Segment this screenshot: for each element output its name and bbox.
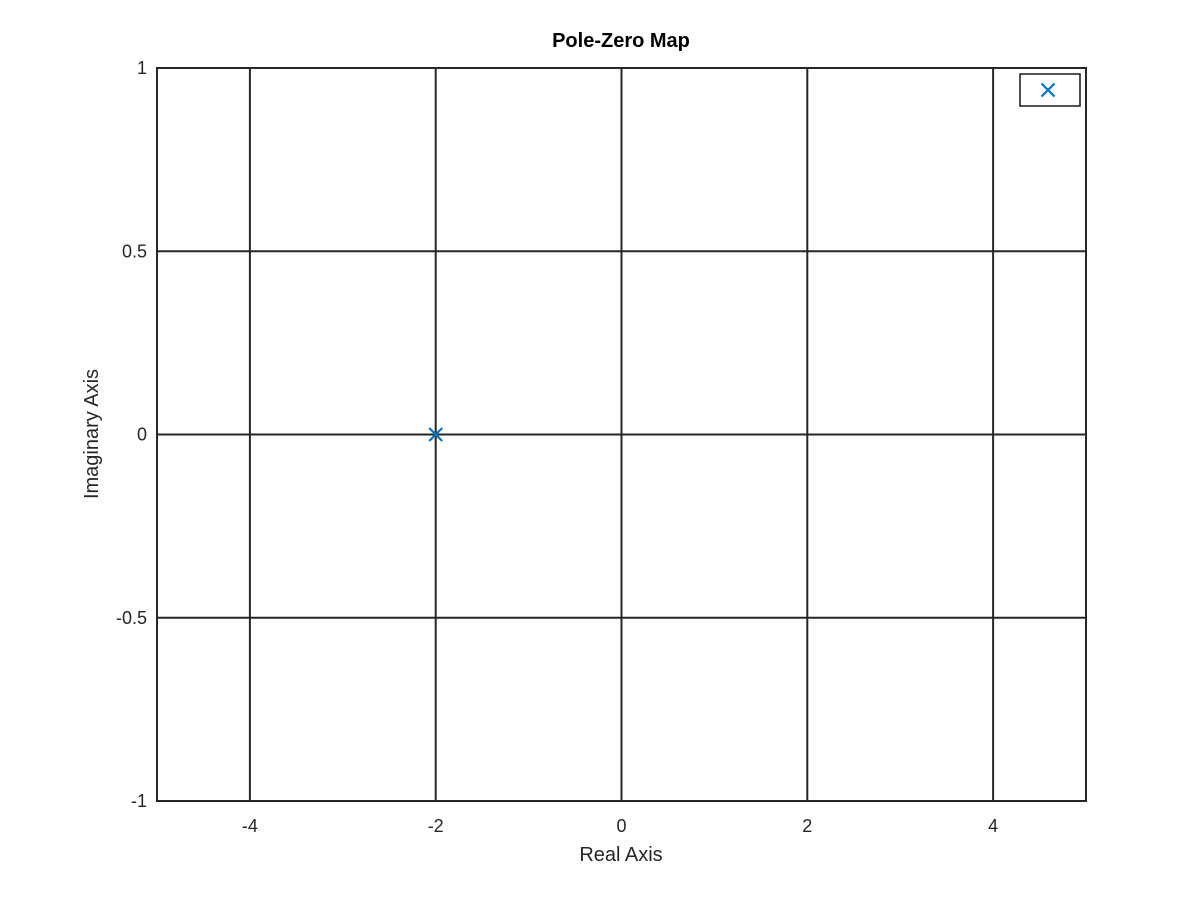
y-tick-label: 1 <box>137 58 147 78</box>
y-axis-label: Imaginary Axis <box>81 369 103 499</box>
y-tick-label: 0 <box>137 425 147 445</box>
data-points <box>428 427 443 442</box>
y-tick-label: -0.5 <box>116 608 147 628</box>
x-tick-label: 4 <box>988 816 998 836</box>
legend-box <box>1019 73 1081 107</box>
x-tick-label: 0 <box>616 816 626 836</box>
pole-marker <box>428 427 443 442</box>
x-tick-label: -2 <box>428 816 444 836</box>
x-tick-label: -4 <box>242 816 258 836</box>
legend-marker <box>1040 82 1056 98</box>
tick-labels: -4 -2 0 2 4 -1 -0.5 0 0.5 1 <box>116 58 998 836</box>
x-tick-label: 2 <box>802 816 812 836</box>
axes-box <box>156 67 1087 802</box>
y-tick-label: 0.5 <box>122 241 147 261</box>
y-tick-label: -1 <box>131 791 147 811</box>
x-axis-label: Real Axis <box>579 844 662 866</box>
chart-title: Pole-Zero Map <box>552 30 690 52</box>
legend <box>1019 73 1081 107</box>
